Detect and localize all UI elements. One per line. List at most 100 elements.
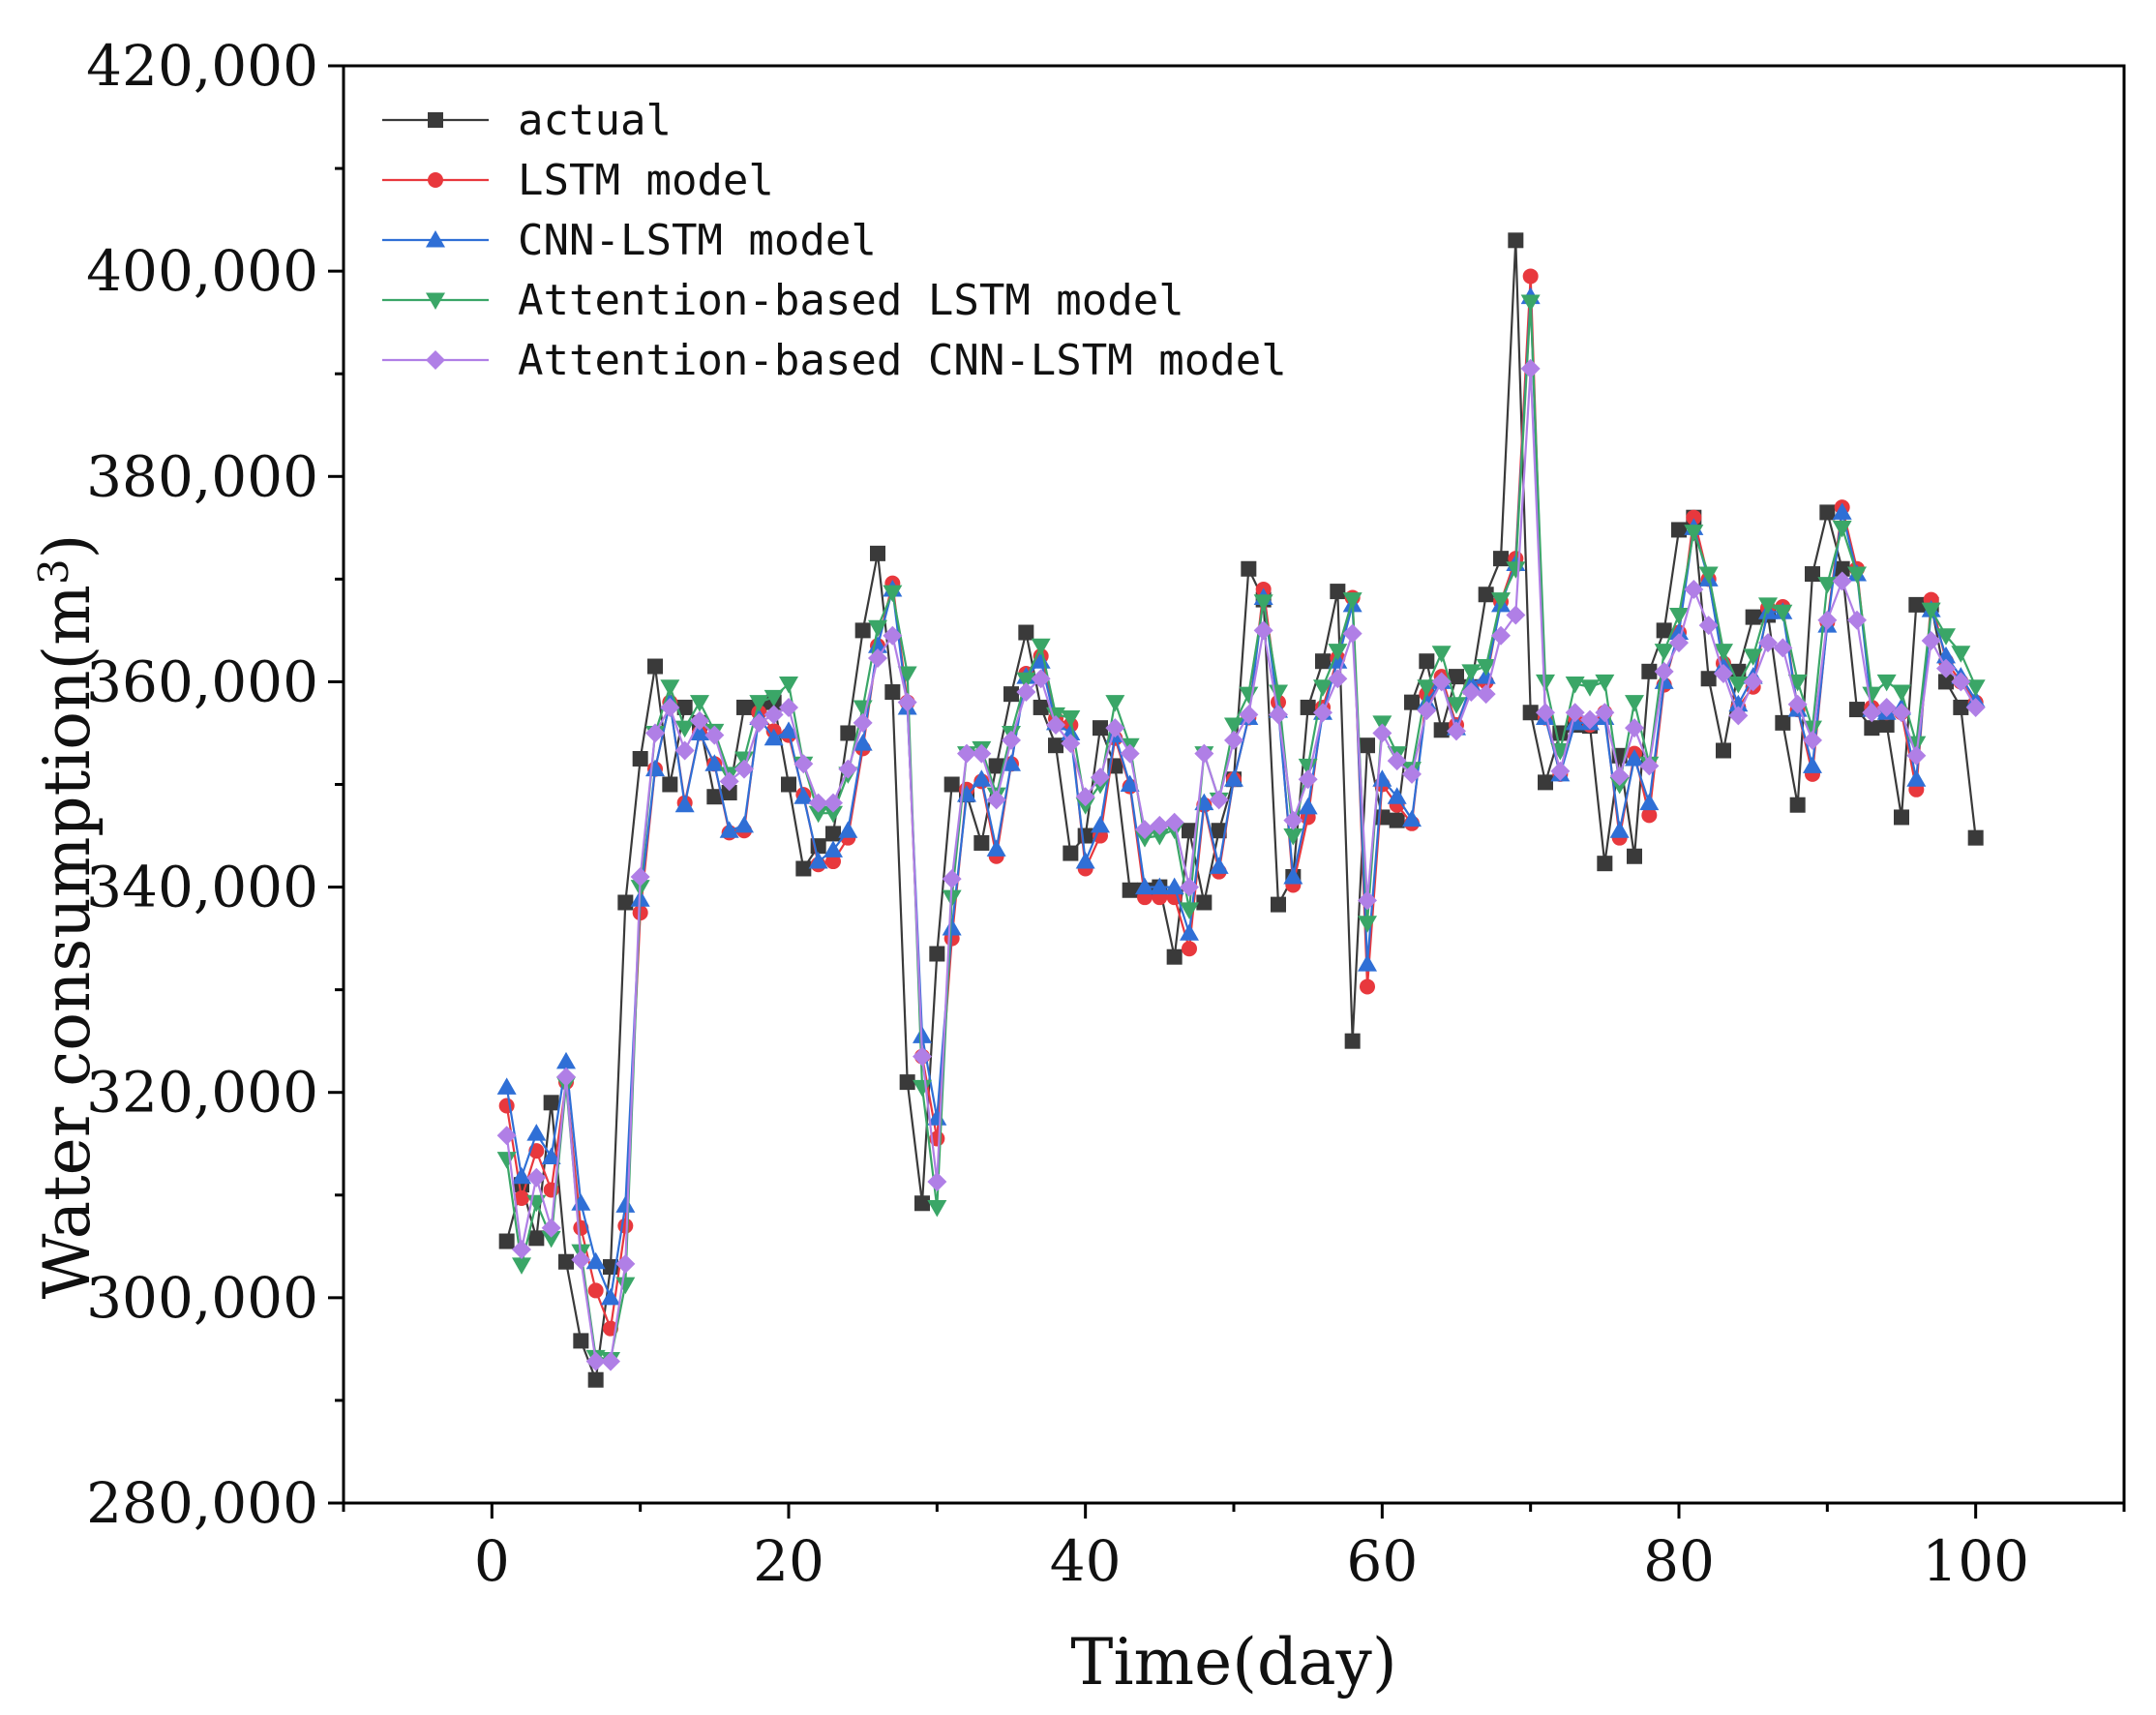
data-point: [1476, 684, 1496, 705]
data-point: [899, 1074, 915, 1091]
data-point: [1269, 705, 1288, 725]
data-point: [1241, 560, 1257, 577]
legend-item: Attention-based LSTM model: [382, 276, 1184, 325]
data-point: [884, 684, 901, 701]
data-point: [1878, 716, 1895, 733]
data-point: [526, 1124, 547, 1141]
data-point: [615, 1277, 636, 1295]
data-point: [1061, 734, 1081, 754]
data-point: [1003, 686, 1019, 703]
data-point: [1016, 672, 1036, 690]
data-point: [1253, 620, 1273, 641]
data-point: [1120, 774, 1140, 792]
data-point: [1150, 828, 1170, 846]
data-point: [1211, 823, 1227, 839]
data-point: [1803, 756, 1822, 773]
data-point: [1077, 827, 1093, 844]
legend-item: actual: [382, 96, 672, 145]
data-point: [585, 1351, 606, 1371]
data-point: [1122, 882, 1138, 898]
data-point: [883, 585, 903, 603]
data-point: [1002, 730, 1021, 750]
data-point: [632, 750, 648, 767]
data-point: [1271, 896, 1286, 913]
data-point: [1164, 812, 1184, 832]
data-point: [1031, 638, 1051, 656]
data-point: [1639, 756, 1660, 776]
legend-label: actual: [518, 96, 672, 145]
data-point: [1847, 566, 1867, 585]
data-point: [854, 622, 871, 639]
data-point: [498, 1233, 515, 1249]
data-point: [660, 679, 680, 697]
data-point: [1387, 787, 1407, 804]
data-point: [512, 1240, 531, 1260]
data-point: [736, 699, 752, 715]
data-point: [794, 787, 814, 804]
y-tick-label: 340,000: [86, 855, 318, 920]
data-point: [808, 793, 828, 813]
data-point: [601, 1351, 620, 1371]
legend-label: Attention-based LSTM model: [518, 276, 1184, 325]
data-point: [1298, 758, 1318, 776]
data-point: [1775, 714, 1791, 731]
x-tick-label: 20: [753, 1528, 824, 1594]
data-point: [721, 784, 737, 800]
data-point: [943, 776, 960, 793]
data-point: [1447, 721, 1466, 741]
y-axis-title-main: Water consumption(m: [30, 585, 105, 1299]
y-tick-label: 300,000: [86, 1265, 318, 1331]
data-point: [972, 743, 992, 764]
data-point: [1120, 743, 1140, 764]
data-point: [1461, 664, 1482, 681]
data-point: [660, 697, 680, 717]
data-point: [779, 697, 798, 717]
data-point: [1164, 877, 1184, 895]
data-point: [615, 1253, 636, 1274]
data-point: [988, 758, 1004, 774]
data-point: [1358, 890, 1377, 911]
data-point: [1075, 787, 1095, 807]
data-point: [1728, 706, 1749, 726]
data-point: [897, 666, 917, 683]
data-point: [1419, 653, 1435, 670]
data-point: [1951, 672, 1971, 692]
data-point: [883, 625, 903, 646]
data-point: [1876, 697, 1897, 717]
data-point: [1150, 877, 1170, 895]
data-point: [674, 740, 695, 761]
data-point: [1773, 638, 1793, 658]
data-point: [1093, 720, 1108, 737]
y-tick-label: 420,000: [86, 33, 318, 99]
data-point: [823, 840, 843, 858]
data-point: [795, 860, 812, 877]
data-point: [1180, 902, 1199, 919]
data-point: [1493, 551, 1509, 567]
y-axis-title-superscript: 3: [30, 558, 77, 585]
data-point: [808, 852, 828, 869]
data-point: [1328, 644, 1348, 661]
legend-marker: [428, 112, 443, 128]
data-point: [558, 1253, 574, 1270]
data-point: [1358, 954, 1377, 972]
data-point: [690, 710, 709, 731]
data-point: [1803, 730, 1822, 750]
data-point: [734, 759, 754, 779]
data-point: [868, 619, 887, 638]
data-point: [1595, 674, 1615, 692]
data-point: [1105, 695, 1125, 712]
data-point: [1550, 761, 1571, 781]
data-point: [764, 689, 784, 707]
data-point: [1627, 848, 1642, 864]
data-point: [1374, 809, 1391, 826]
data-point: [942, 869, 962, 889]
data-point: [1150, 815, 1170, 835]
data-point: [496, 1077, 517, 1095]
data-point: [823, 793, 843, 813]
data-point: [1609, 767, 1630, 787]
y-tick-label: 400,000: [86, 238, 318, 304]
data-point: [1656, 622, 1672, 639]
data-point: [617, 894, 634, 911]
data-point: [764, 705, 784, 725]
data-point: [1654, 644, 1674, 661]
